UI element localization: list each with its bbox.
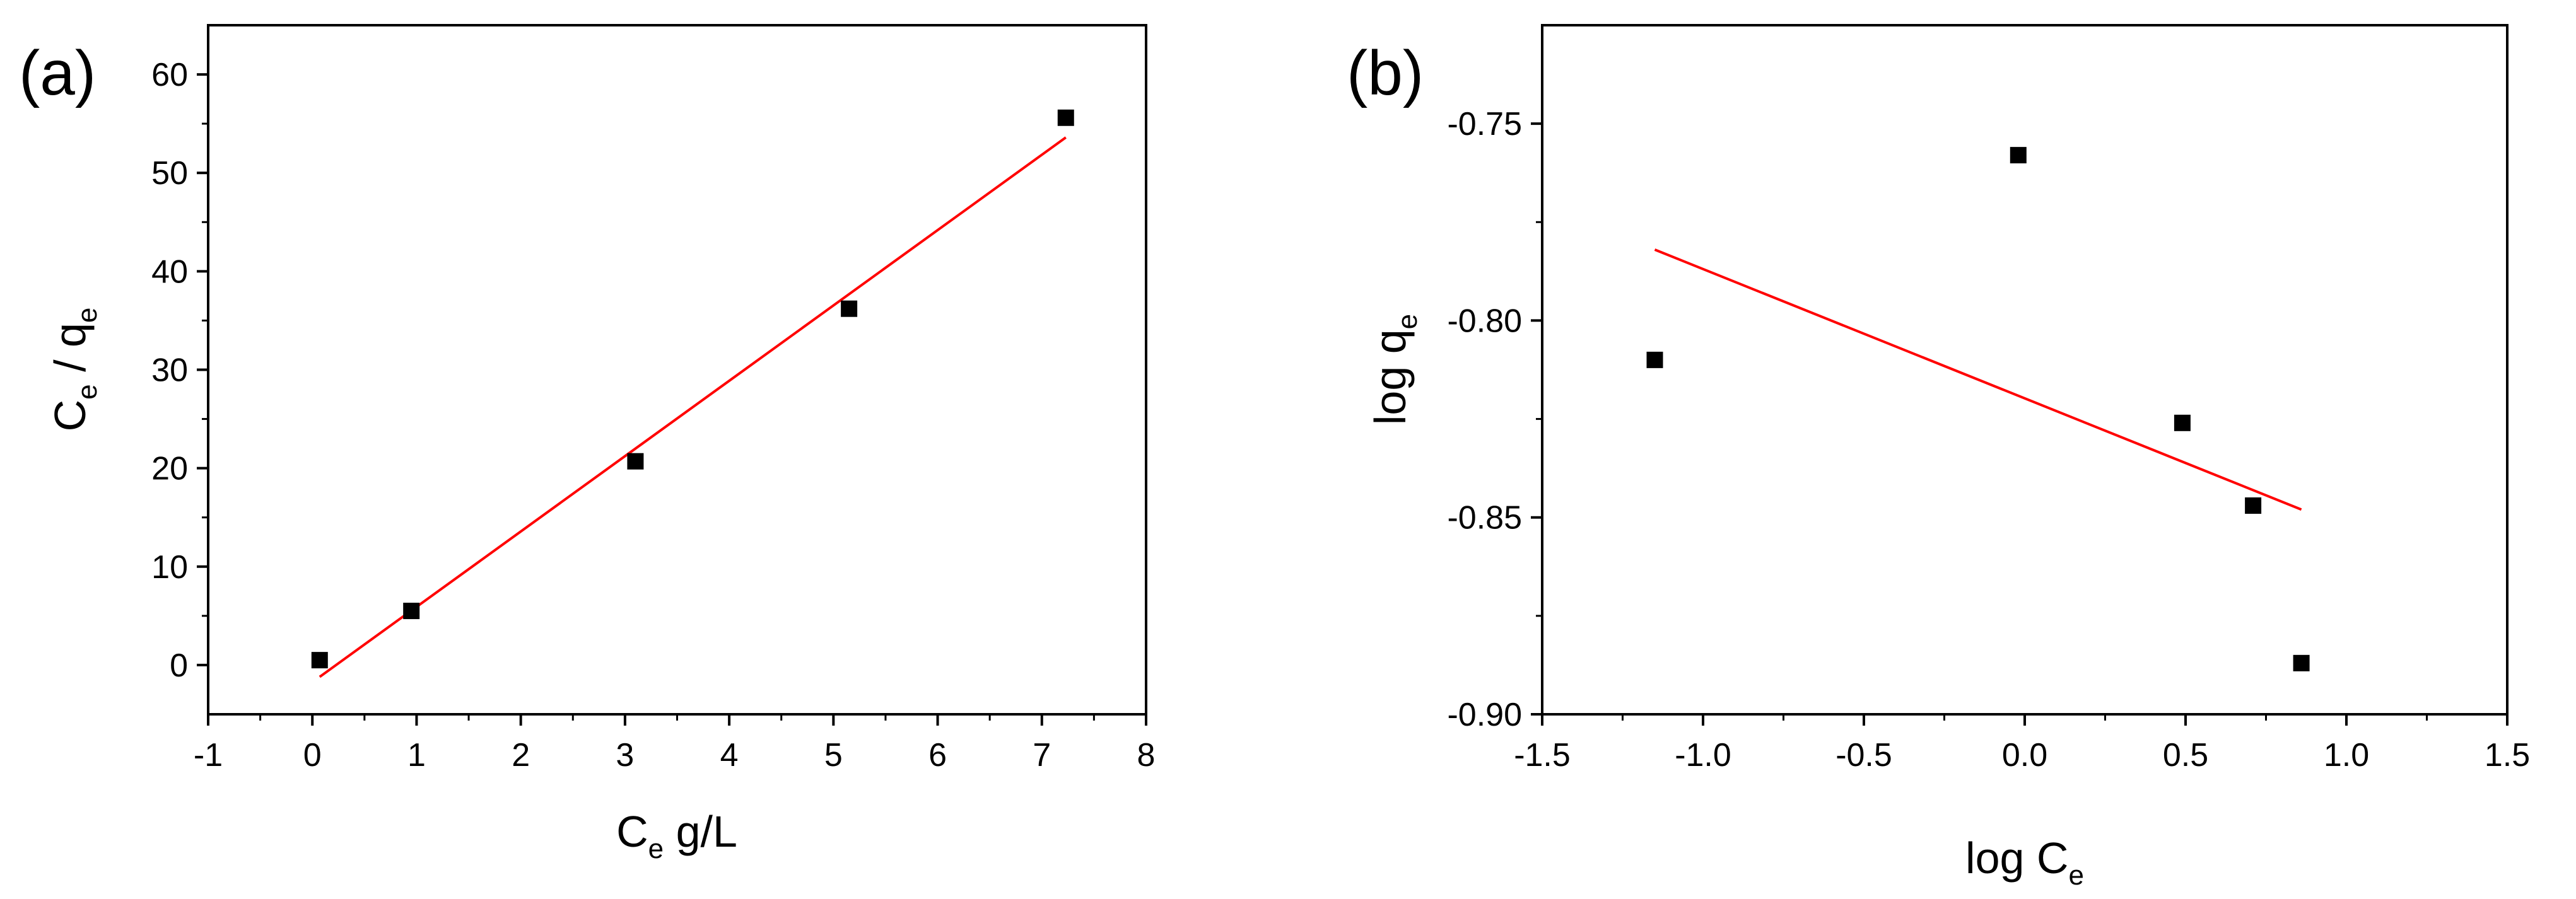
y-tick-label: 30 (151, 352, 188, 389)
x-tick-label: 7 (1033, 737, 1051, 774)
x-tick-label: 5 (824, 737, 843, 774)
y-axis-title-b: log qe (1366, 314, 1423, 425)
data-point (2245, 497, 2262, 514)
x-tick-label: 0.5 (2163, 737, 2208, 774)
panel-label-a: (a) (19, 38, 96, 108)
data-point (2174, 414, 2191, 431)
points-a (311, 109, 1074, 669)
data-point (627, 453, 644, 470)
y-tick-label: 60 (151, 57, 188, 93)
y-axis-title-a: Ce / qe (45, 308, 103, 432)
x-tick-label: 4 (720, 737, 739, 774)
data-point (2293, 654, 2310, 671)
data-point (1646, 351, 1663, 368)
x-tick-label: 1.0 (2324, 737, 2369, 774)
data-point (403, 603, 420, 620)
x-tick-label: 0 (303, 737, 322, 774)
x-tick-label: 1.5 (2485, 737, 2530, 774)
data-point (2010, 147, 2027, 164)
y-tick-label: 20 (151, 451, 188, 487)
y-tick-label: 0 (170, 647, 188, 684)
x-tick-label: -1 (194, 737, 223, 774)
y-tick-label: 50 (151, 155, 188, 192)
fit-line-a (319, 136, 1067, 678)
x-tick-label: -1.0 (1675, 737, 1731, 774)
y-tick-label: 40 (151, 253, 188, 290)
x-ticks-a: -1 0 1 2 3 4 5 6 7 8 (194, 714, 1156, 774)
x-tick-label: -0.5 (1835, 737, 1892, 774)
data-point (1057, 109, 1074, 126)
x-axis-title-a: Ce g/L (616, 807, 737, 864)
x-tick-label: 6 (928, 737, 947, 774)
y-tick-label: -0.85 (1447, 500, 1522, 536)
plot-frame-a (207, 24, 1147, 716)
x-ticks-b: -1.5 -1.0 -0.5 0.0 0.5 1.0 1.5 (1514, 714, 2530, 774)
y-tick-label: -0.90 (1447, 697, 1522, 733)
y-ticks-b: -0.90 -0.85 -0.80 -0.75 (1447, 106, 1542, 733)
x-tick-label: 3 (616, 737, 634, 774)
x-tick-label: -1.5 (1514, 737, 1571, 774)
x-tick-label: 2 (512, 737, 530, 774)
y-tick-label: 10 (151, 549, 188, 586)
x-tick-label: 1 (407, 737, 426, 774)
plot-frame-b (1541, 24, 2509, 716)
chart-a: (a) -1 0 1 2 3 4 5 6 7 8 0 10 20 30 40 50 60 Ce g/L Ce … (19, 24, 1156, 864)
x-tick-label: 8 (1137, 737, 1156, 774)
points-b (1646, 147, 2310, 671)
data-point (311, 652, 328, 669)
panel-label-b: (b) (1347, 38, 1424, 108)
y-ticks-a: 0 10 20 30 40 50 60 (151, 57, 208, 684)
chart-b: (b) -1.5 -1.0 -0.5 0.0 0.5 1.0 1.5 -0.90-0.85-… (1347, 24, 2530, 891)
x-tick-label: 0.0 (2002, 737, 2047, 774)
y-tick-label: -0.80 (1447, 303, 1522, 339)
x-axis-title-b: log Ce (1965, 833, 2084, 891)
fit-line-b (1654, 248, 2302, 511)
data-point (841, 300, 858, 317)
y-tick-label: -0.75 (1447, 106, 1522, 142)
